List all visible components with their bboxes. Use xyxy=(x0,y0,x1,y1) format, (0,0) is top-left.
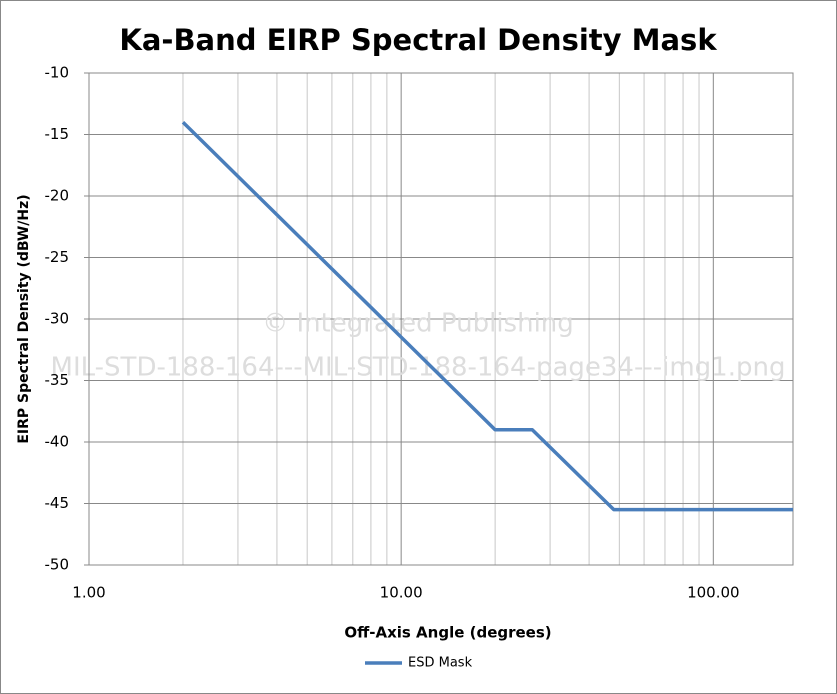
y-tick-label: -25 xyxy=(45,248,70,266)
y-tick-label: -45 xyxy=(45,494,70,512)
chart-title: Ka-Band EIRP Spectral Density Mask xyxy=(119,23,717,57)
y-tick-label: -50 xyxy=(45,556,70,574)
plot-area xyxy=(88,72,794,566)
y-tick-label: -40 xyxy=(45,433,70,451)
y-tick-label: -35 xyxy=(45,371,70,389)
x-axis-label: Off-Axis Angle (degrees) xyxy=(344,624,551,642)
y-tick-label: -10 xyxy=(45,64,70,82)
y-tick-label: -30 xyxy=(45,310,70,328)
y-tick-label: -15 xyxy=(45,125,70,143)
watermark: MIL-STD-188-164---MIL-STD-188-164-page34… xyxy=(51,353,786,383)
series-line xyxy=(181,120,793,512)
watermark: © Integrated Publishing xyxy=(262,309,574,339)
x-tick-label: 1.00 xyxy=(72,584,105,602)
x-tick-label: 10.00 xyxy=(380,584,423,602)
y-axis-label: EIRP Spectral Density (dBW/Hz) xyxy=(16,194,32,443)
y-tick-label: -20 xyxy=(45,187,70,205)
legend-label: ESD Mask xyxy=(408,656,473,671)
x-tick-label: 100.00 xyxy=(687,584,740,602)
